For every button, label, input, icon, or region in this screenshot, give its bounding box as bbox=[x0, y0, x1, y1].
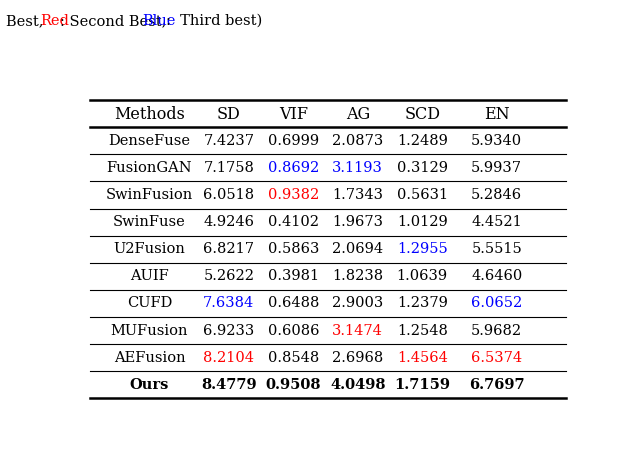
Text: 0.8548: 0.8548 bbox=[268, 351, 319, 365]
Text: 6.5374: 6.5374 bbox=[471, 351, 522, 365]
Text: MUFusion: MUFusion bbox=[111, 324, 188, 338]
Text: 1.2379: 1.2379 bbox=[397, 296, 447, 310]
Text: 0.6999: 0.6999 bbox=[268, 134, 319, 148]
Text: CUFD: CUFD bbox=[127, 296, 172, 310]
Text: 6.0518: 6.0518 bbox=[204, 188, 254, 202]
Text: 0.6086: 0.6086 bbox=[268, 324, 319, 338]
Text: 0.9508: 0.9508 bbox=[266, 378, 321, 392]
Text: 6.7697: 6.7697 bbox=[469, 378, 524, 392]
Text: 4.0498: 4.0498 bbox=[330, 378, 385, 392]
Text: 7.1758: 7.1758 bbox=[204, 161, 254, 175]
Text: 7.6384: 7.6384 bbox=[203, 296, 255, 310]
Text: Methods: Methods bbox=[114, 106, 185, 123]
Text: 0.3981: 0.3981 bbox=[268, 269, 319, 284]
Text: 1.2489: 1.2489 bbox=[397, 134, 447, 148]
Text: 5.5515: 5.5515 bbox=[471, 242, 522, 256]
Text: 1.9673: 1.9673 bbox=[332, 215, 383, 229]
Text: 1.4564: 1.4564 bbox=[397, 351, 447, 365]
Text: 3.1474: 3.1474 bbox=[332, 324, 383, 338]
Text: DenseFuse: DenseFuse bbox=[108, 134, 191, 148]
Text: :  Third best): : Third best) bbox=[166, 14, 262, 28]
Text: 5.9682: 5.9682 bbox=[471, 324, 522, 338]
Text: : Second Best,: : Second Best, bbox=[60, 14, 170, 28]
Text: Ours: Ours bbox=[130, 378, 169, 392]
Text: SCD: SCD bbox=[404, 106, 440, 123]
Text: 1.0129: 1.0129 bbox=[397, 215, 447, 229]
Text: 1.0639: 1.0639 bbox=[397, 269, 448, 284]
Text: 6.0652: 6.0652 bbox=[471, 296, 522, 310]
Text: 7.4237: 7.4237 bbox=[204, 134, 254, 148]
Text: U2Fusion: U2Fusion bbox=[113, 242, 186, 256]
Text: 5.9937: 5.9937 bbox=[471, 161, 522, 175]
Text: 4.4521: 4.4521 bbox=[471, 215, 522, 229]
Text: AUIF: AUIF bbox=[130, 269, 169, 284]
Text: FusionGAN: FusionGAN bbox=[107, 161, 192, 175]
Text: 1.7343: 1.7343 bbox=[332, 188, 383, 202]
Text: 2.0873: 2.0873 bbox=[332, 134, 383, 148]
Text: VIF: VIF bbox=[279, 106, 308, 123]
Text: 0.4102: 0.4102 bbox=[268, 215, 319, 229]
Text: AEFusion: AEFusion bbox=[114, 351, 185, 365]
Text: 2.9003: 2.9003 bbox=[332, 296, 383, 310]
Text: 0.9382: 0.9382 bbox=[268, 188, 319, 202]
Text: EN: EN bbox=[484, 106, 509, 123]
Text: 0.5863: 0.5863 bbox=[268, 242, 319, 256]
Text: 4.6460: 4.6460 bbox=[471, 269, 522, 284]
Text: SwinFusion: SwinFusion bbox=[106, 188, 193, 202]
Text: Best,: Best, bbox=[6, 14, 49, 28]
Text: 5.9340: 5.9340 bbox=[471, 134, 522, 148]
Text: SD: SD bbox=[217, 106, 241, 123]
Text: 6.8217: 6.8217 bbox=[204, 242, 254, 256]
Text: 4.9246: 4.9246 bbox=[204, 215, 254, 229]
Text: AG: AG bbox=[346, 106, 370, 123]
Text: 1.7159: 1.7159 bbox=[394, 378, 451, 392]
Text: 0.8692: 0.8692 bbox=[268, 161, 319, 175]
Text: 5.2622: 5.2622 bbox=[204, 269, 254, 284]
Text: 1.2548: 1.2548 bbox=[397, 324, 447, 338]
Text: 5.2846: 5.2846 bbox=[471, 188, 522, 202]
Text: 1.8238: 1.8238 bbox=[332, 269, 383, 284]
Text: 1.2955: 1.2955 bbox=[397, 242, 447, 256]
Text: SwinFuse: SwinFuse bbox=[113, 215, 186, 229]
Text: 0.3129: 0.3129 bbox=[397, 161, 448, 175]
Text: 8.4779: 8.4779 bbox=[201, 378, 257, 392]
Text: 8.2104: 8.2104 bbox=[204, 351, 254, 365]
Text: 2.0694: 2.0694 bbox=[332, 242, 383, 256]
Text: 0.6488: 0.6488 bbox=[268, 296, 319, 310]
Text: Red: Red bbox=[40, 14, 69, 28]
Text: 0.5631: 0.5631 bbox=[397, 188, 448, 202]
Text: 2.6968: 2.6968 bbox=[332, 351, 383, 365]
Text: 6.9233: 6.9233 bbox=[203, 324, 255, 338]
Text: Blue: Blue bbox=[142, 14, 175, 28]
Text: 3.1193: 3.1193 bbox=[332, 161, 383, 175]
